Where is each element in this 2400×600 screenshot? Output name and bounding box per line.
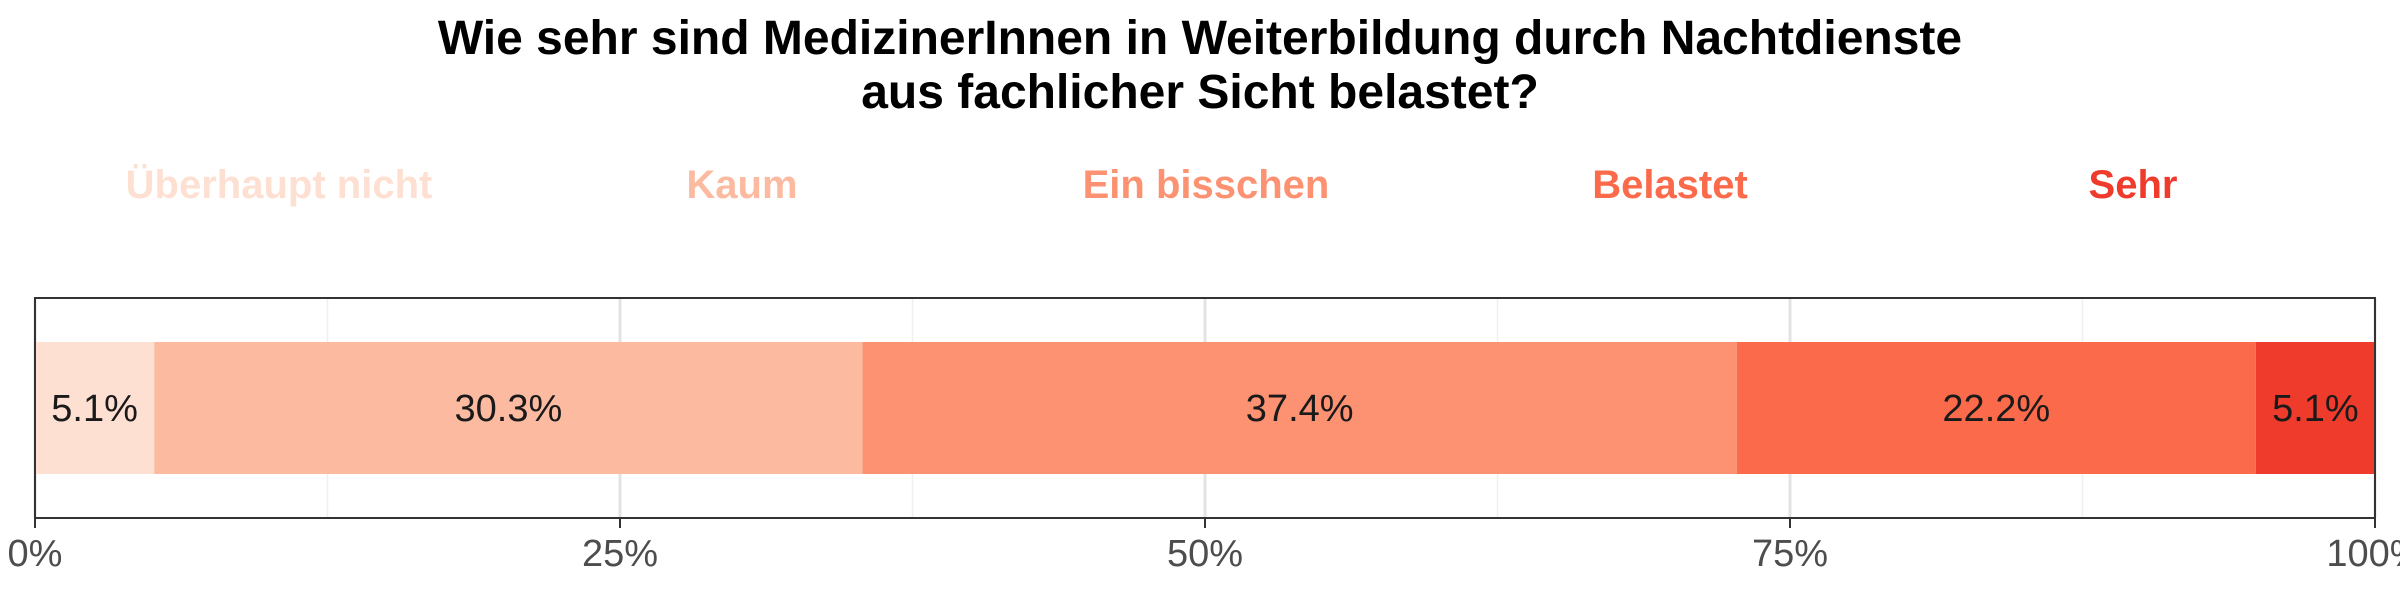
legend-item-1: Überhaupt nicht: [126, 162, 433, 207]
chart-title: Wie sehr sind MedizinerInnen in Weiterbi…: [0, 12, 2400, 120]
bar-segment-2: [154, 342, 863, 474]
bar-segment-3: [862, 342, 1737, 474]
legend-item-5: Sehr: [2089, 163, 2178, 207]
x-tick-label: 25%: [582, 533, 658, 575]
data-label-1: 5.1%: [51, 388, 138, 430]
legend-item-2: Kaum: [686, 163, 797, 207]
x-tick-label: 75%: [1752, 533, 1828, 575]
chart-title-line-1: Wie sehr sind MedizinerInnen in Weiterbi…: [437, 12, 1963, 65]
x-tick-label: 0%: [8, 533, 63, 575]
legend-item-3: Ein bisschen: [1083, 163, 1330, 207]
legend-item-4: Belastet: [1592, 163, 1748, 207]
bar-segment-5: [2255, 342, 2375, 474]
x-tick-label: 100%: [2326, 533, 2400, 575]
data-label-4: 22.2%: [1942, 388, 2050, 430]
bar-segment-4: [1736, 342, 2256, 474]
chart-title-line-2: aus fachlicher Sicht belastet?: [861, 66, 1539, 119]
x-tick-label: 50%: [1167, 533, 1243, 575]
bar-segment-1: [35, 342, 155, 474]
data-label-2: 30.3%: [455, 388, 563, 430]
data-label-3: 37.4%: [1246, 388, 1354, 430]
data-label-5: 5.1%: [2272, 388, 2359, 430]
